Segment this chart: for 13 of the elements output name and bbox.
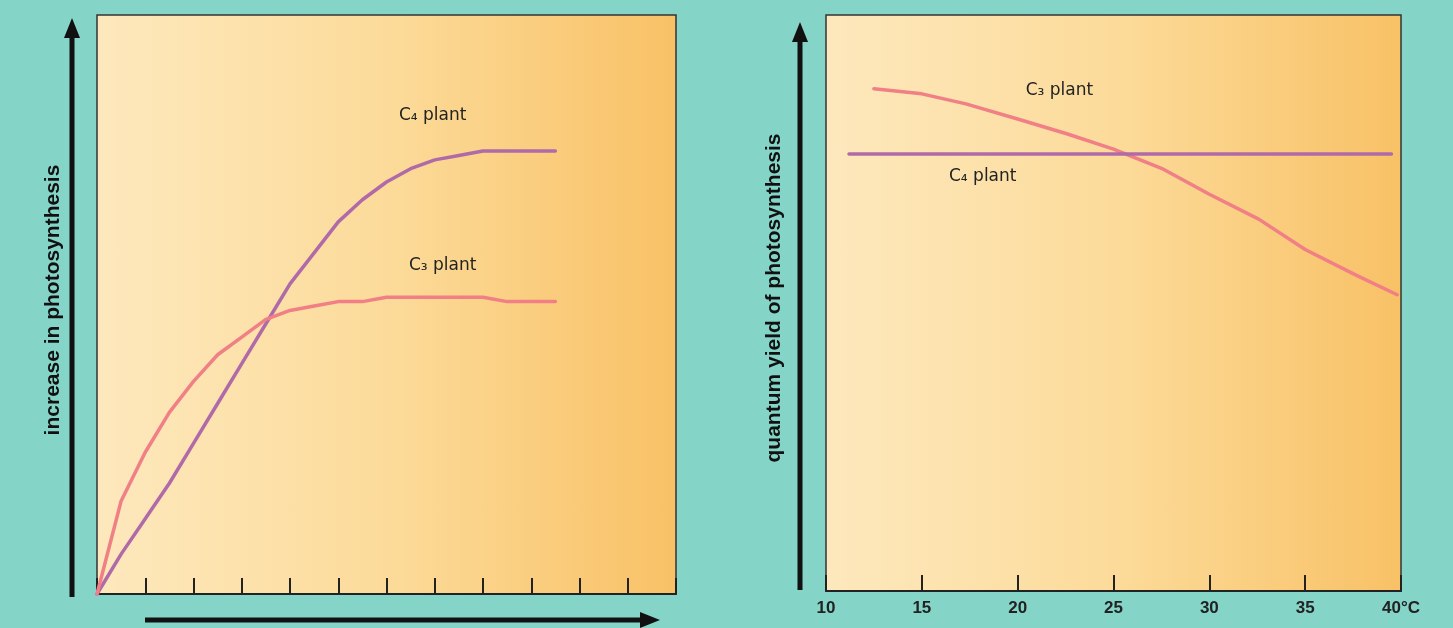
x-tick-label: 35	[1295, 598, 1315, 617]
x-tick-label: 25	[1104, 598, 1123, 617]
x-tick-label: 10	[816, 598, 836, 617]
y-axis-title: increase in photosynthesis	[39, 164, 64, 435]
series-label: C₄ plant	[398, 103, 467, 124]
x-tick-label: 40°C	[1382, 598, 1420, 617]
y-axis-title: quantum yield of photosynthesis	[760, 133, 785, 463]
series-label: C₃ plant	[1025, 79, 1094, 100]
x-tick-label: 20	[1008, 598, 1028, 617]
series-label: C₃ plant	[408, 253, 477, 274]
x-tick-label: 15	[912, 598, 932, 617]
x-tick-label: 30	[1199, 598, 1219, 617]
series-label: C₄ plant	[949, 164, 1017, 185]
